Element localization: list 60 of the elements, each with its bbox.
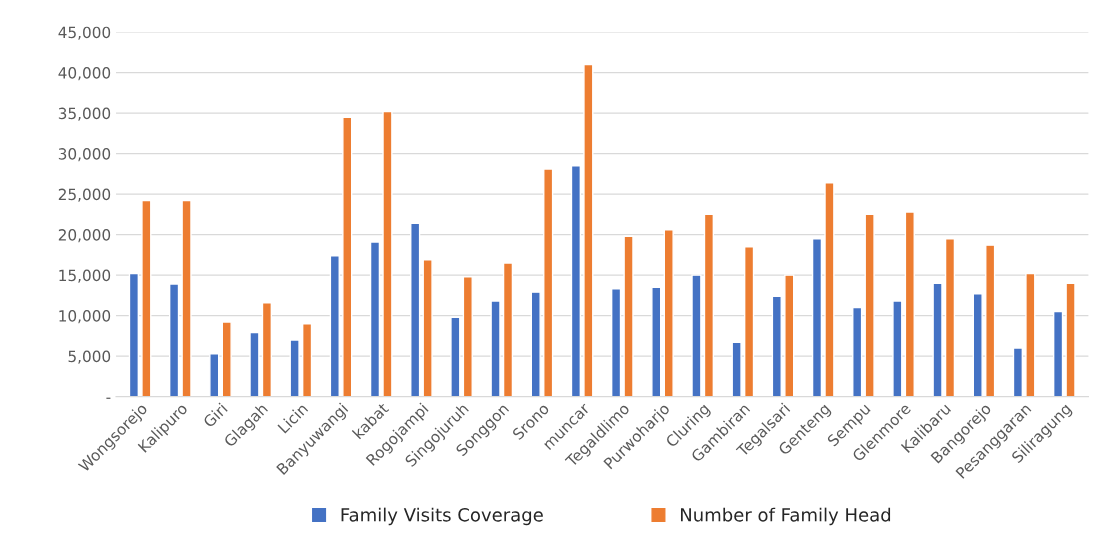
y-tick-label: - [106,397,111,399]
bar [543,168,554,397]
bar [1065,282,1076,397]
y-tick-label: 15,000 [59,269,111,283]
bar [743,246,755,397]
bar [209,353,220,397]
bar [301,323,313,397]
bar [610,288,622,397]
bar [462,276,473,397]
bar [985,244,996,397]
bar [932,282,943,397]
bar [530,291,541,397]
bar [811,238,823,397]
bar [249,331,260,397]
bar [864,213,875,397]
bar [904,211,915,397]
y-tick-label: 40,000 [58,67,111,81]
bar [1052,310,1064,397]
bar [221,321,232,397]
legend-label: Family Visits Coverage [341,507,543,526]
bar [410,222,421,397]
bar [691,274,702,397]
bar [181,199,192,397]
bar [128,272,140,397]
bar [369,241,381,397]
bar [382,110,393,397]
bar [261,301,273,397]
bar [329,255,340,397]
bar [570,165,582,397]
bar [1012,347,1024,397]
bar [289,339,300,397]
bar [784,274,795,397]
y-tick-label: 45,000 [58,26,111,40]
bar [852,306,863,397]
bar [663,229,674,397]
bar [168,283,180,397]
y-tick-label: 30,000 [58,148,111,162]
bar [771,295,782,397]
y-tick-label: 10,000 [59,310,111,324]
bar [502,262,514,397]
bar [651,286,662,397]
bar [623,235,634,397]
bar [490,300,501,397]
bar [731,341,742,397]
y-tick-label: 25,000 [58,188,111,202]
bar [422,259,433,397]
bar [583,63,594,397]
legend-label: Number of Family Head [680,507,891,526]
bar [1025,272,1036,397]
y-tick-label: 35,000 [58,107,111,121]
bar [342,116,353,397]
bar [450,316,461,397]
y-tick-label: 5,000 [68,350,111,364]
y-tick-label: 20,000 [58,229,111,243]
bar [824,182,835,397]
bar [703,213,715,397]
bar [141,199,152,397]
bar [972,293,983,397]
bar [944,238,956,397]
bar [892,300,903,397]
